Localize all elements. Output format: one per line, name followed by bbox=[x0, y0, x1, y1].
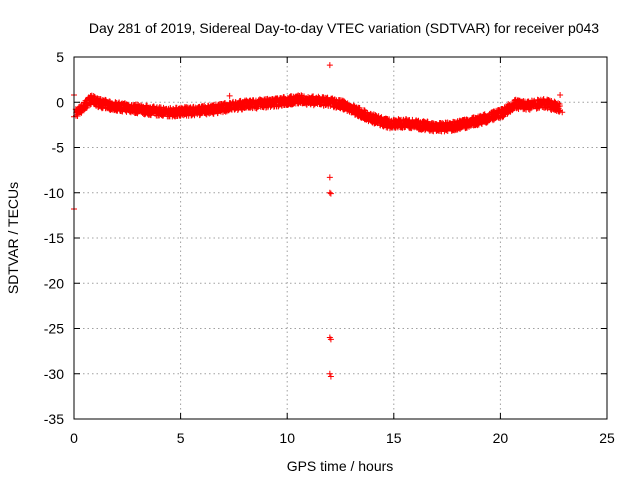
data-point bbox=[326, 62, 333, 69]
data-point bbox=[327, 373, 334, 380]
y-axis-label: SDTVAR / TECUs bbox=[5, 182, 21, 294]
data-point bbox=[226, 92, 233, 99]
data-point bbox=[326, 174, 333, 181]
data-point bbox=[327, 190, 334, 197]
data-point bbox=[248, 103, 255, 110]
y-tick-label: -20 bbox=[44, 275, 64, 291]
data-point bbox=[99, 104, 106, 111]
x-tick-label: 25 bbox=[599, 430, 615, 446]
data-point bbox=[234, 106, 241, 113]
x-tick-label: 10 bbox=[279, 430, 295, 446]
y-tick-labels: 5 0 -5 -10 -15 -20 -25 -30 -35 bbox=[44, 49, 64, 427]
data-point bbox=[356, 104, 363, 111]
x-tick-label: 15 bbox=[386, 430, 402, 446]
data-point bbox=[326, 370, 333, 377]
axis-ticks bbox=[73, 56, 608, 420]
y-tick-label: -35 bbox=[44, 411, 64, 427]
y-tick-label: -25 bbox=[44, 321, 64, 337]
grid-lines bbox=[74, 57, 607, 419]
data-point bbox=[557, 92, 564, 99]
y-tick-label: 0 bbox=[56, 94, 64, 110]
chart-title: Day 281 of 2019, Sidereal Day-to-day VTE… bbox=[89, 20, 599, 36]
x-tick-label: 5 bbox=[177, 430, 185, 446]
data-point bbox=[327, 336, 334, 343]
y-tick-label: 5 bbox=[56, 49, 64, 65]
x-axis-label: GPS time / hours bbox=[287, 458, 394, 474]
data-point bbox=[326, 189, 333, 196]
y-tick-label: -5 bbox=[52, 140, 65, 156]
y-tick-label: -15 bbox=[44, 230, 64, 246]
y-tick-label: -30 bbox=[44, 366, 64, 382]
x-tick-labels: 0 5 10 15 20 25 bbox=[70, 430, 615, 446]
x-tick-label: 20 bbox=[493, 430, 509, 446]
x-tick-label: 0 bbox=[70, 430, 78, 446]
y-tick-label: -10 bbox=[44, 185, 64, 201]
data-point bbox=[559, 109, 566, 116]
data-point bbox=[556, 100, 563, 107]
data-points bbox=[71, 62, 566, 380]
